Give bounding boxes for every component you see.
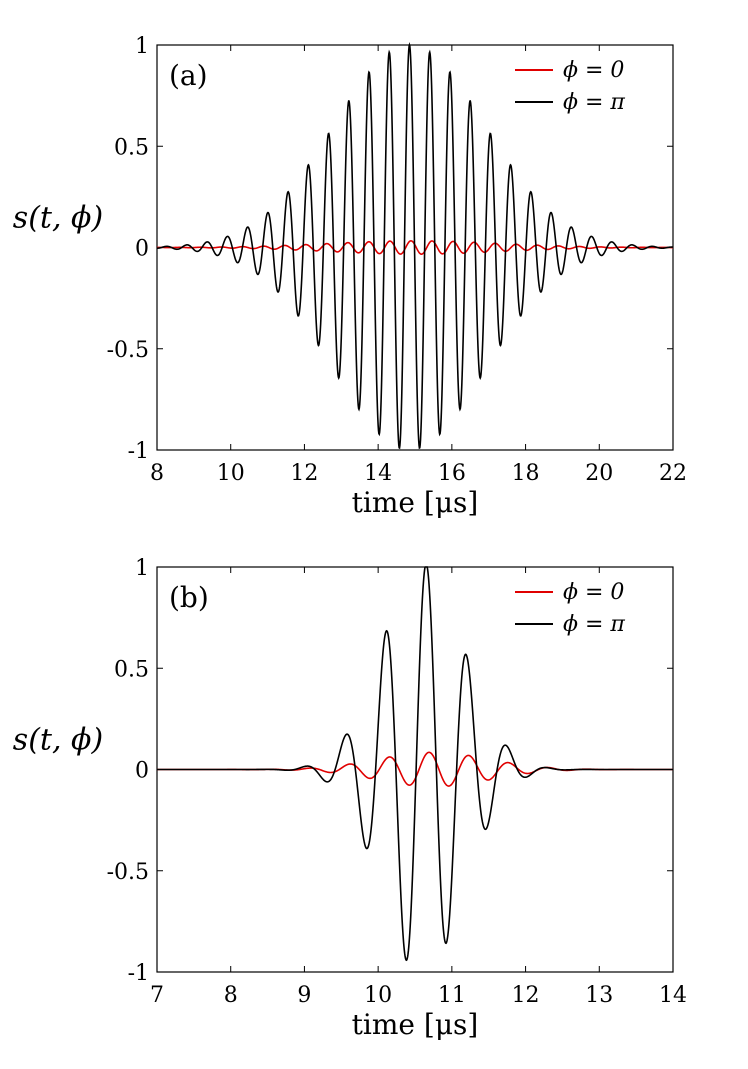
x-axis-title: time [μs] [352,486,479,519]
x-tick-label: 14 [659,983,687,1008]
x-tick-label: 10 [217,461,245,486]
x-tick-label: 12 [290,461,318,486]
x-tick-label: 12 [512,983,540,1008]
y-tick-label: 0.5 [114,657,149,682]
x-tick-label: 8 [150,461,164,486]
y-tick-label: -1 [128,439,149,464]
series-group [157,566,673,962]
ticks-group: 8 10 12 14 16 18 20 22 1 0.5 0 -0.5 -1 [107,34,687,486]
series-line-phi-pi [156,42,674,450]
legend-label-phi-pi: ϕ = π [563,90,625,115]
x-tick-label: 8 [224,983,238,1008]
panel-label: (b) [169,581,209,614]
x-tick-label: 10 [364,983,392,1008]
x-tick-label: 22 [659,461,687,486]
x-tick-label: 18 [512,461,540,486]
y-tick-label: 0 [135,759,149,784]
x-axis-title: time [μs] [352,1008,479,1041]
y-tick-label: -0.5 [107,338,149,363]
legend-label-phi-pi: ϕ = π [563,612,625,637]
x-tick-label: 7 [150,983,164,1008]
y-tick-label: 1 [135,34,149,59]
x-tick-label: 16 [438,461,466,486]
x-tick-label: 13 [585,983,613,1008]
y-tick-label: 1 [135,556,149,581]
x-tick-label: 11 [438,983,466,1008]
x-tick-label: 20 [585,461,613,486]
panel-label: (a) [169,59,208,92]
ticks-group: 7 8 9 10 11 12 13 14 1 0.5 0 -0.5 -1 [107,556,687,1008]
x-tick-label: 9 [297,983,311,1008]
legend-label-phi-0: ϕ = 0 [563,58,624,83]
y-axis-title: s(t, ϕ) [13,723,103,758]
y-tick-label: -1 [128,961,149,986]
y-tick-label: -0.5 [107,860,149,885]
legend: ϕ = 0 ϕ = π [515,58,625,115]
y-axis-title: s(t, ϕ) [13,201,103,236]
y-tick-label: 0 [135,237,149,262]
panel-a: 8 10 12 14 16 18 20 22 1 0.5 0 -0.5 -1 (a) time [μs]… [13,34,687,519]
series-group [156,42,674,450]
x-tick-label: 14 [364,461,392,486]
panel-b: 7 8 9 10 11 12 13 14 1 0.5 0 -0.5 -1 (b) time [μs] s… [13,556,687,1041]
legend: ϕ = 0 ϕ = π [515,580,625,637]
legend-label-phi-0: ϕ = 0 [563,580,624,605]
y-tick-label: 0.5 [114,135,149,160]
series-line-phi-pi [157,566,673,962]
